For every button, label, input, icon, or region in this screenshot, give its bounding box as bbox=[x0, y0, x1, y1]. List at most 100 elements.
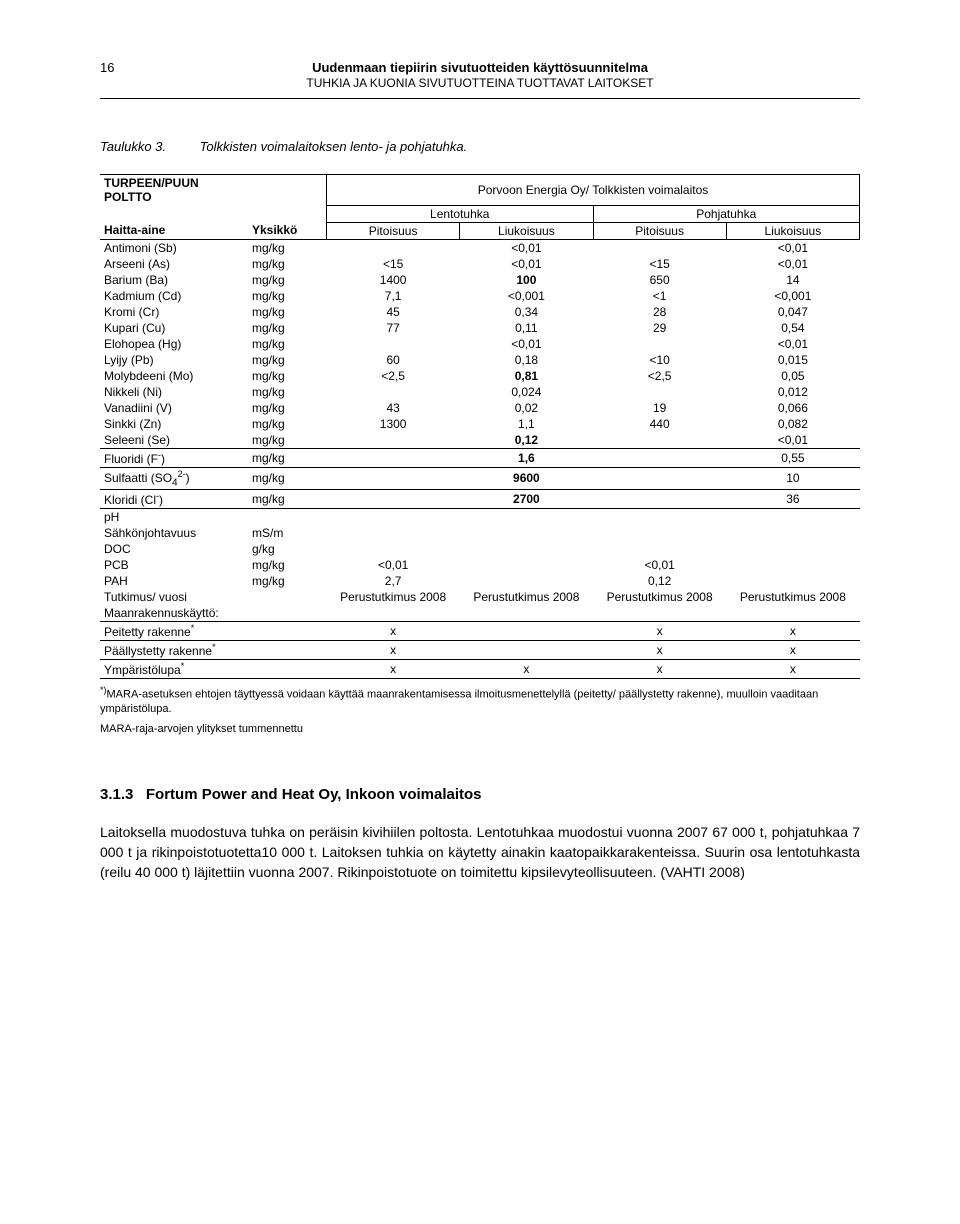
cell: x bbox=[726, 659, 859, 678]
th-pit2: Pitoisuus bbox=[593, 222, 726, 239]
row-label: pH bbox=[100, 508, 248, 525]
cell: x bbox=[327, 659, 460, 678]
cell: 0,54 bbox=[726, 320, 859, 336]
row-unit: mg/kg bbox=[248, 467, 327, 489]
cell: 43 bbox=[327, 400, 460, 416]
cell: <0,001 bbox=[460, 288, 593, 304]
cell bbox=[327, 541, 460, 557]
cell: <0,01 bbox=[726, 432, 859, 449]
section-heading: 3.1.3 Fortum Power and Heat Oy, Inkoon v… bbox=[100, 786, 860, 803]
row-label: Päällystetty rakenne* bbox=[100, 640, 248, 659]
cell bbox=[593, 489, 726, 508]
cell: 9600 bbox=[460, 467, 593, 489]
maan-label: Maanrakennuskäyttö: bbox=[100, 605, 860, 622]
cell: 0,55 bbox=[726, 448, 859, 467]
cell: <0,01 bbox=[327, 557, 460, 573]
row-label: Molybdeeni (Mo) bbox=[100, 368, 248, 384]
row-unit bbox=[248, 659, 327, 678]
row-label: Nikkeli (Ni) bbox=[100, 384, 248, 400]
cell bbox=[460, 541, 593, 557]
row-unit: mg/kg bbox=[248, 320, 327, 336]
cell bbox=[327, 336, 460, 352]
row-unit: mg/kg bbox=[248, 557, 327, 573]
cell: <0,01 bbox=[460, 336, 593, 352]
row-unit bbox=[248, 508, 327, 525]
data-table: TURPEEN/PUUN POLTTO Porvoon Energia Oy/ … bbox=[100, 174, 860, 679]
cell: <0,01 bbox=[726, 256, 859, 272]
row-label: Barium (Ba) bbox=[100, 272, 248, 288]
row-label: Peitetty rakenne* bbox=[100, 621, 248, 640]
row-unit: g/kg bbox=[248, 541, 327, 557]
row-unit: mg/kg bbox=[248, 448, 327, 467]
cell: 28 bbox=[593, 304, 726, 320]
cell: 10 bbox=[726, 467, 859, 489]
row-unit: mg/kg bbox=[248, 384, 327, 400]
cell: <1 bbox=[593, 288, 726, 304]
cell: <15 bbox=[593, 256, 726, 272]
th-company: Porvoon Energia Oy/ Tolkkisten voimalait… bbox=[327, 175, 860, 206]
row-unit: mg/kg bbox=[248, 272, 327, 288]
cell: 0,05 bbox=[726, 368, 859, 384]
row-unit: mg/kg bbox=[248, 352, 327, 368]
cell bbox=[327, 239, 460, 256]
cell bbox=[460, 640, 593, 659]
cell bbox=[593, 467, 726, 489]
header-main: Uudenmaan tiepiirin sivutuotteiden käytt… bbox=[312, 60, 648, 75]
cell: 36 bbox=[726, 489, 859, 508]
row-unit: mg/kg bbox=[248, 573, 327, 589]
cell bbox=[593, 508, 726, 525]
page-header: Uudenmaan tiepiirin sivutuotteiden käytt… bbox=[100, 60, 860, 90]
cell bbox=[593, 525, 726, 541]
cell bbox=[327, 508, 460, 525]
cell: 45 bbox=[327, 304, 460, 320]
cell: x bbox=[593, 640, 726, 659]
th-lento: Lentotuhka bbox=[327, 205, 594, 222]
cell: 29 bbox=[593, 320, 726, 336]
cell bbox=[327, 432, 460, 449]
th-liu1: Liukoisuus bbox=[460, 222, 593, 239]
row-label: Ympäristölupa* bbox=[100, 659, 248, 678]
row-label: PCB bbox=[100, 557, 248, 573]
cell: 1400 bbox=[327, 272, 460, 288]
header-rule bbox=[100, 98, 860, 99]
cell bbox=[726, 541, 859, 557]
cell: x bbox=[327, 640, 460, 659]
section-title: Fortum Power and Heat Oy, Inkoon voimala… bbox=[146, 786, 482, 803]
row-label: Fluoridi (F-) bbox=[100, 448, 248, 467]
cell: <0,01 bbox=[460, 239, 593, 256]
caption-text: Tolkkisten voimalaitoksen lento- ja pohj… bbox=[200, 139, 468, 154]
row-label: Kadmium (Cd) bbox=[100, 288, 248, 304]
row-unit: mg/kg bbox=[248, 288, 327, 304]
cell bbox=[726, 573, 859, 589]
cell bbox=[593, 336, 726, 352]
cell: x bbox=[327, 621, 460, 640]
cell: 7,1 bbox=[327, 288, 460, 304]
cell: <2,5 bbox=[593, 368, 726, 384]
cell: 0,024 bbox=[460, 384, 593, 400]
cell bbox=[460, 557, 593, 573]
cell: 1,1 bbox=[460, 416, 593, 432]
row-unit: mg/kg bbox=[248, 256, 327, 272]
th-pit1: Pitoisuus bbox=[327, 222, 460, 239]
cell bbox=[726, 557, 859, 573]
cell: Perustutkimus 2008 bbox=[327, 589, 460, 605]
cell: Perustutkimus 2008 bbox=[593, 589, 726, 605]
cell: 2,7 bbox=[327, 573, 460, 589]
row-unit: mg/kg bbox=[248, 416, 327, 432]
cell: <10 bbox=[593, 352, 726, 368]
cell: 60 bbox=[327, 352, 460, 368]
footnote-1: *)MARA-asetuksen ehtojen täyttyessä void… bbox=[100, 685, 860, 716]
row-label: Elohopea (Hg) bbox=[100, 336, 248, 352]
cell bbox=[460, 621, 593, 640]
row-label: Sulfaatti (SO42-) bbox=[100, 467, 248, 489]
th-topleft: TURPEEN/PUUN POLTTO bbox=[100, 175, 248, 206]
cell: <15 bbox=[327, 256, 460, 272]
cell bbox=[593, 384, 726, 400]
cell: <0,01 bbox=[726, 336, 859, 352]
cell: 19 bbox=[593, 400, 726, 416]
cell bbox=[460, 573, 593, 589]
row-unit: mg/kg bbox=[248, 489, 327, 508]
cell bbox=[593, 448, 726, 467]
cell: 0,12 bbox=[460, 432, 593, 449]
cell: 0,11 bbox=[460, 320, 593, 336]
